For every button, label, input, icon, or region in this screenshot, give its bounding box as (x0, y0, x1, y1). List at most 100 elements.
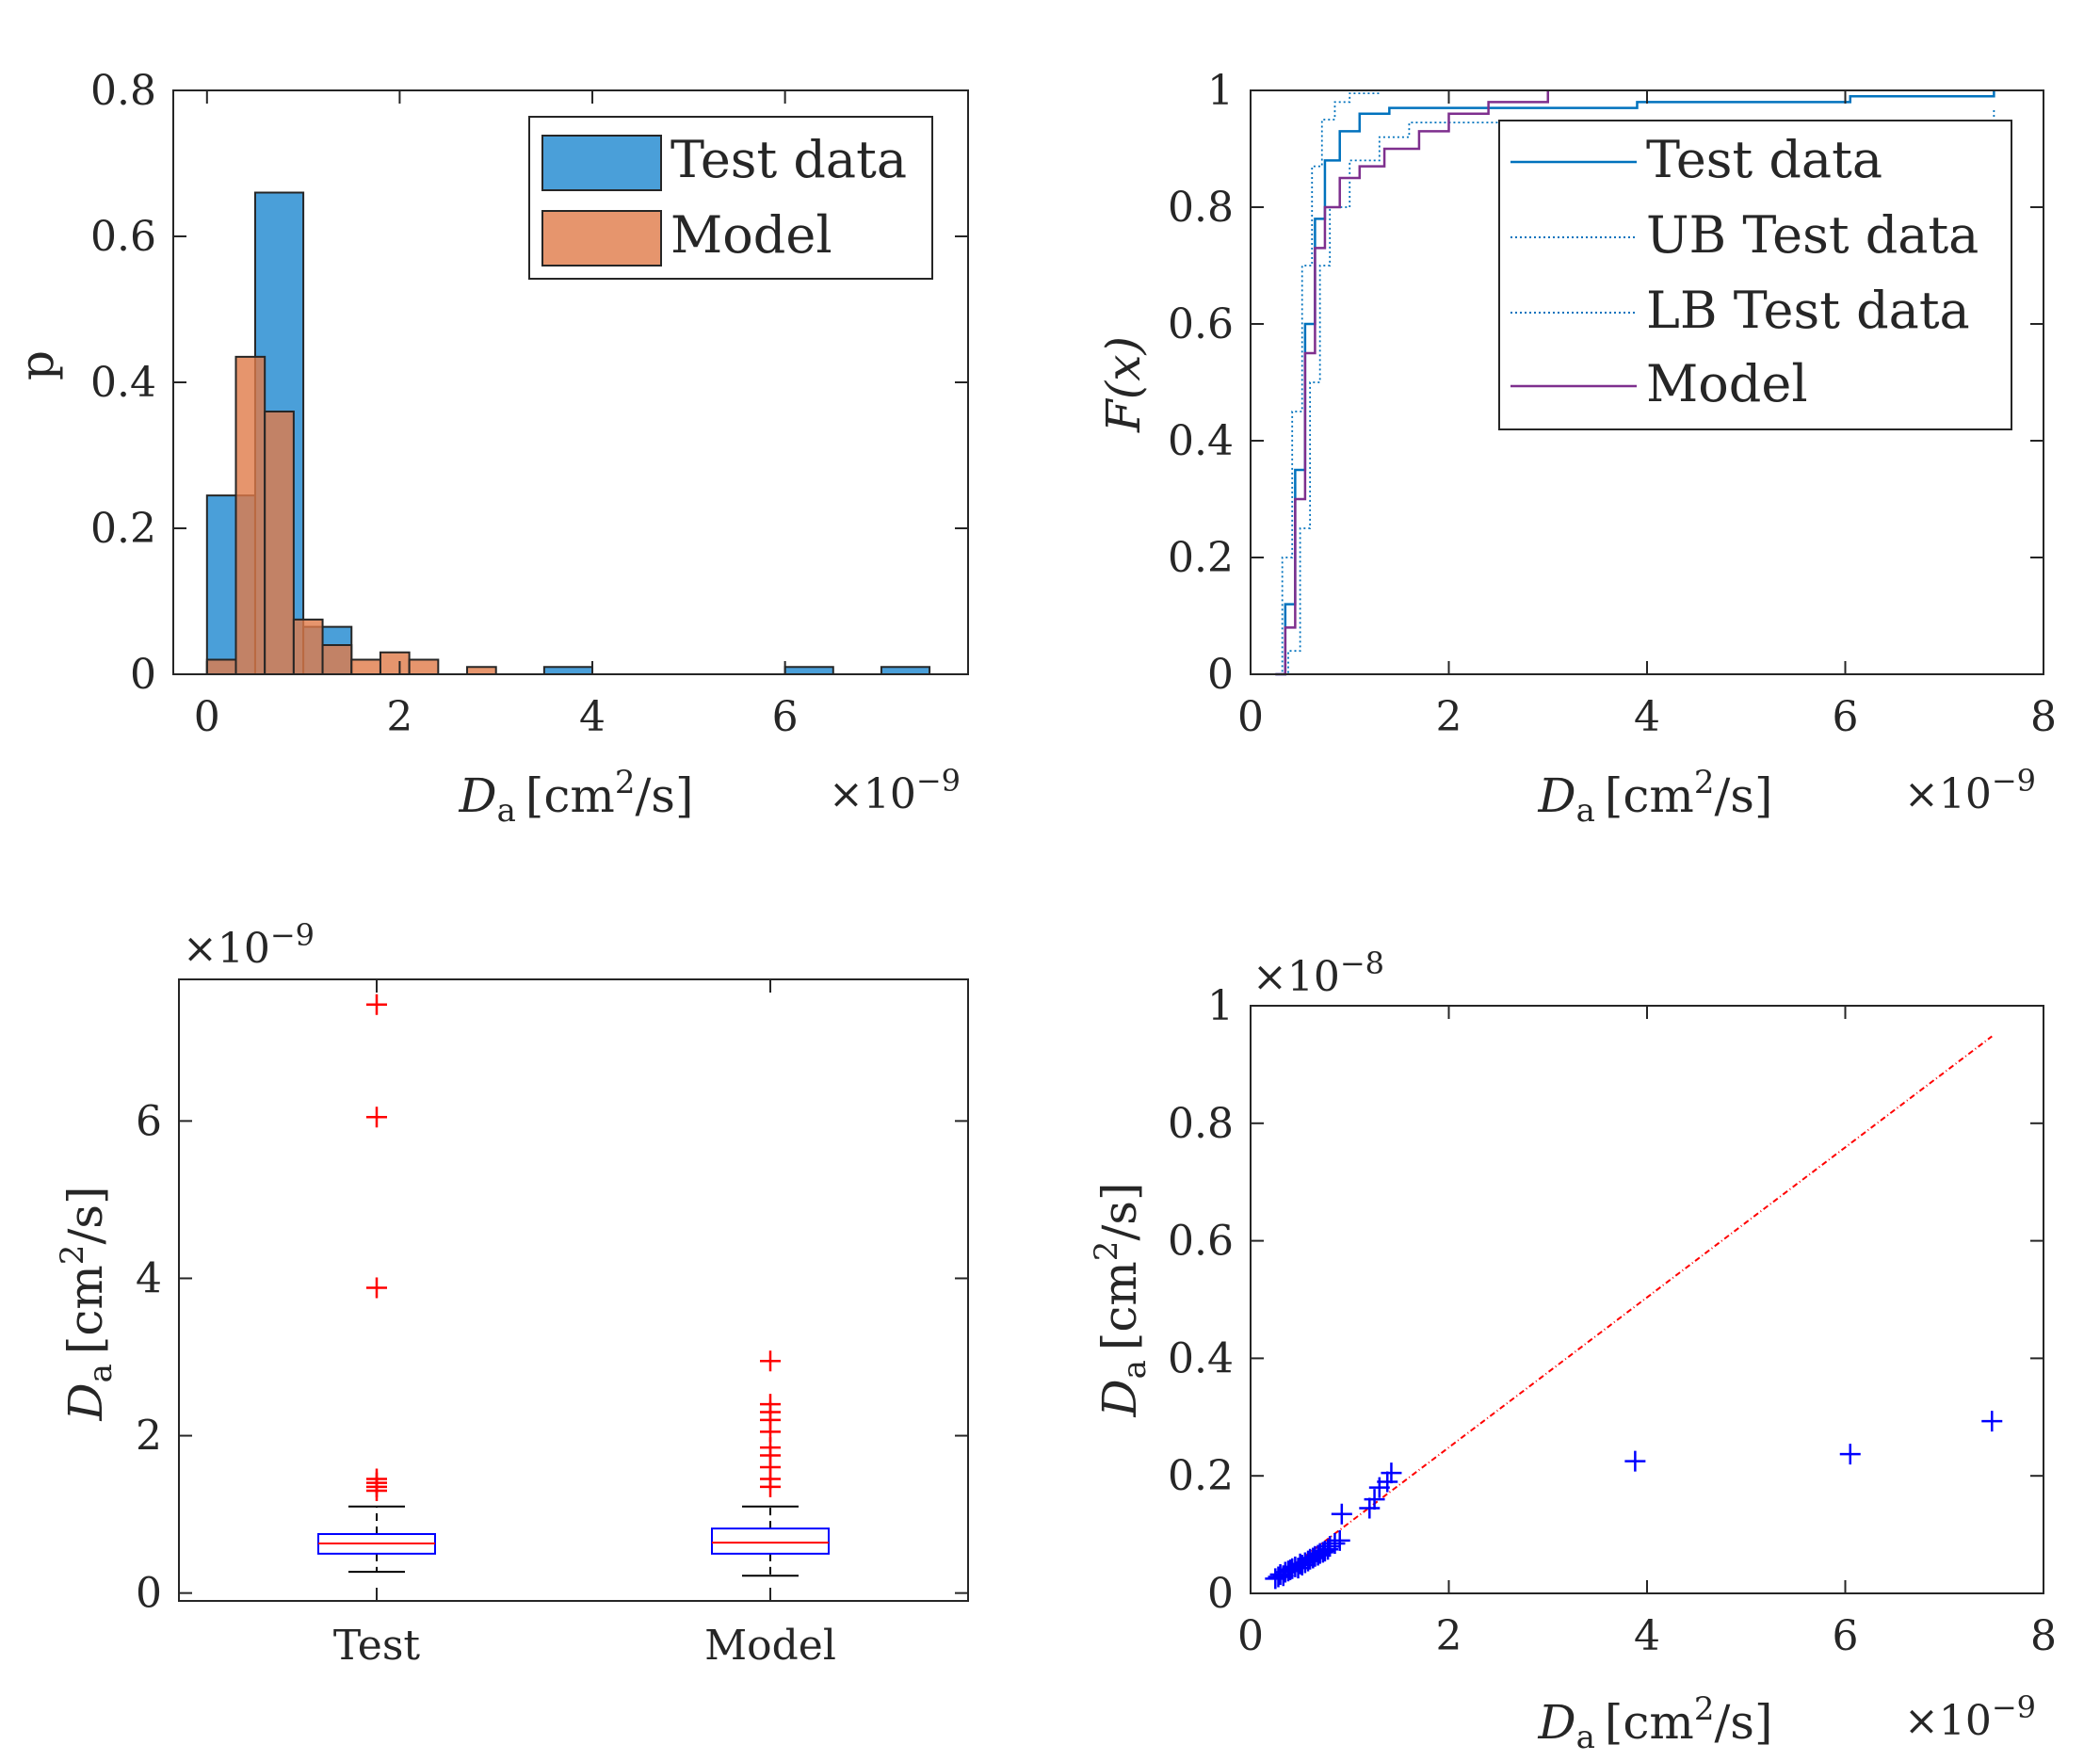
category-label: Model (704, 1622, 836, 1670)
x-tick-label: 4 (579, 693, 606, 741)
x-tick-label: 4 (1634, 693, 1660, 741)
bar-test (880, 666, 931, 675)
histogram-xlabel: Da [cm2/s] (459, 764, 694, 830)
bar-model (350, 658, 381, 675)
reference-line (1274, 1035, 1993, 1580)
y-tick-label: 0 (130, 651, 156, 699)
panel-boxplot: 0 2 4 6 Test Model ×10−9 Da[cm2/s] (54, 917, 969, 1670)
outlier-marker (366, 1277, 387, 1299)
y-tick-label: 0.4 (90, 359, 156, 407)
legend-swatch-test (541, 135, 662, 191)
y-tick-label: 0.8 (1168, 184, 1234, 232)
bar-model (205, 658, 237, 675)
y-tick-label: 0.4 (1168, 1334, 1234, 1382)
scatter-axes: 0 2 4 6 8 0 0.2 0.4 0.6 0.8 1 (1168, 982, 2057, 1660)
y-tick-label: 2 (136, 1413, 162, 1461)
histogram-ylabel: p (9, 350, 64, 380)
outlier-marker (366, 1107, 387, 1128)
bar-test (783, 666, 834, 675)
y-tick-label: 0.2 (90, 505, 156, 553)
panel-scatter: 0 2 4 6 8 0 0.2 0.4 0.6 0.8 1 ×10−8 ×10−9 Da[cm2/s… (1088, 945, 2057, 1756)
boxplot-axes: 0 2 4 6 Test Model (136, 978, 969, 1670)
outlier-marker (366, 994, 387, 1015)
scatter-point (1377, 1471, 1398, 1493)
legend-label-test-data: Test data (1646, 130, 1882, 189)
y-tick-label: 1 (1207, 67, 1234, 115)
scatter-point (1331, 1503, 1352, 1525)
scatter-x-exponent: ×10−9 (1904, 1689, 2036, 1745)
legend-label-test: Test data (670, 130, 907, 189)
outlier-marker (760, 1394, 781, 1415)
y-tick-label: 0 (136, 1570, 162, 1618)
legend-swatch-model (541, 210, 662, 267)
ecdf-lines (1275, 89, 1995, 676)
bar-model (321, 644, 353, 675)
x-tick-label: 0 (1237, 693, 1264, 741)
ecdf-line-bound (1275, 89, 1995, 675)
bar-model (264, 411, 295, 675)
bar-model (292, 618, 324, 675)
legend-label-lb: LB Test data (1646, 281, 1970, 340)
y-tick-label: 0.6 (1168, 300, 1234, 348)
boxplot-ylabel: Da[cm2/s] (54, 1187, 120, 1422)
y-tick-label: 0.8 (1168, 1100, 1234, 1148)
boxplot-exponent: ×10−9 (183, 917, 315, 973)
legend-label-model-ecdf: Model (1646, 354, 1808, 413)
y-tick-label: 0 (1207, 1570, 1234, 1618)
y-tick-label: 0.2 (1168, 1452, 1234, 1500)
y-tick-label: 0 (1207, 651, 1234, 699)
y-tick-label: 0.2 (1168, 534, 1234, 582)
scatter-point (1981, 1411, 2003, 1432)
scatter-point (1381, 1462, 1402, 1484)
y-tick-label: 4 (136, 1254, 162, 1302)
x-tick-label: 2 (1436, 693, 1462, 741)
x-tick-label: 4 (1634, 1612, 1660, 1660)
x-tick-label: 6 (1833, 1612, 1859, 1660)
legend-label-ub: UB Test data (1646, 205, 1979, 265)
ecdf-ylabel: F(x) (1096, 336, 1151, 433)
scatter-ylabel: Da[cm2/s] (1088, 1183, 1154, 1418)
scatter-point (1364, 1489, 1385, 1511)
boxplot-marks (317, 994, 830, 1577)
x-tick-label: 6 (1833, 693, 1859, 741)
histogram-exponent: ×10−9 (829, 763, 961, 818)
histogram-legend: Test data Model (528, 116, 933, 280)
axes-frame (178, 978, 969, 1602)
legend-label-model: Model (670, 205, 832, 265)
bar-model (379, 651, 411, 675)
scatter-marks (1265, 1035, 2003, 1590)
histogram-axes: 0 2 4 6 0 0.2 0.4 0.6 0.8 (90, 67, 969, 741)
x-tick-label: 0 (1237, 1612, 1264, 1660)
category-label: Test (333, 1622, 421, 1670)
y-tick-label: 1 (1207, 982, 1234, 1030)
scatter-point (1324, 1532, 1346, 1554)
box-iqr (711, 1527, 830, 1555)
y-tick-label: 0.6 (1168, 1218, 1234, 1266)
ecdf-legend: Test data UB Test data LB Test data Mode… (1498, 120, 2012, 430)
outlier-marker (760, 1350, 781, 1372)
bar-model (408, 658, 440, 675)
x-tick-label: 8 (2030, 693, 2057, 741)
x-tick-label: 2 (1436, 1612, 1462, 1660)
x-tick-label: 0 (194, 693, 220, 741)
x-tick-label: 8 (2030, 1612, 2057, 1660)
ecdf-axes: 0 2 4 6 8 0 0.2 0.4 0.6 0.8 1 (1168, 67, 2057, 741)
x-tick-label: 6 (772, 693, 799, 741)
ecdf-xlabel: Da [cm2/s] (1538, 764, 1773, 830)
y-tick-label: 6 (136, 1097, 162, 1145)
scatter-y-exponent: ×10−8 (1252, 945, 1384, 1001)
scatter-point (1329, 1529, 1350, 1551)
scatter-point (1839, 1444, 1861, 1465)
ecdf-line-bound (1275, 107, 1995, 675)
ecdf-exponent: ×10−9 (1904, 763, 2036, 818)
scatter-xlabel: Da [cm2/s] (1538, 1690, 1773, 1756)
scatter-point (1359, 1497, 1381, 1519)
panel-ecdf: 0 2 4 6 8 0 0.2 0.4 0.6 0.8 1 F(x) Da [cm2/s] ×10−9… (1096, 67, 2057, 830)
x-tick-label: 2 (386, 693, 412, 741)
scatter-point (1624, 1450, 1646, 1472)
ecdf-line-model (1275, 90, 1549, 676)
y-tick-label: 0.8 (90, 67, 156, 115)
bar-model (466, 666, 497, 675)
histogram-bars (205, 191, 931, 675)
